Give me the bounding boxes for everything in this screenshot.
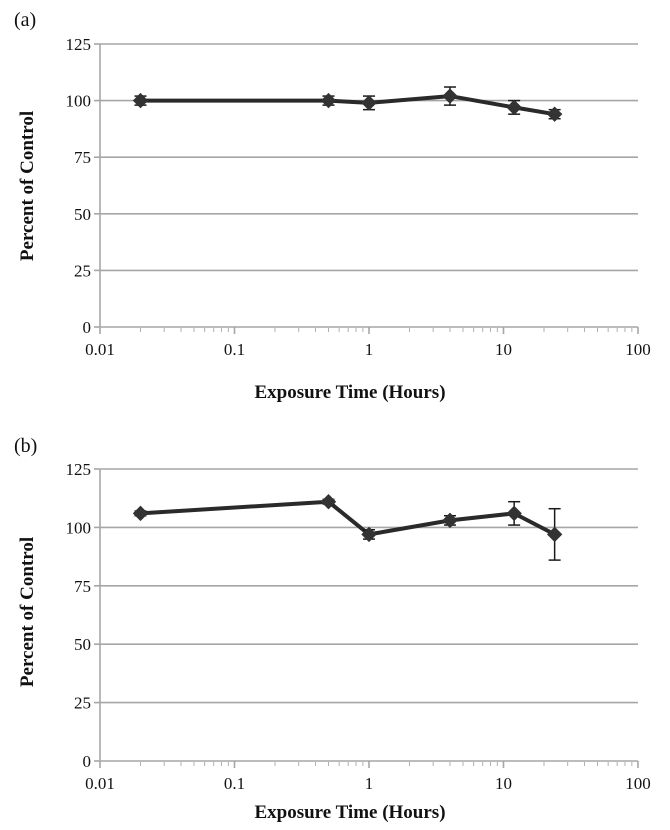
panel-a-data-point bbox=[132, 92, 149, 109]
panel-b-x-tick-label-10: 10 bbox=[495, 774, 512, 793]
panel-a-x-tick-label-10: 10 bbox=[495, 340, 512, 359]
panel-b-x-tick-label-0.01: 0.01 bbox=[85, 774, 115, 793]
panel-b-x-tick-label-100: 100 bbox=[625, 774, 651, 793]
panel-b-y-tick-label-25: 25 bbox=[74, 694, 91, 713]
panel-a-grid bbox=[99, 43, 638, 328]
panel-b-label: (b) bbox=[14, 435, 37, 457]
panel-a-x-tick-label-1: 1 bbox=[365, 340, 374, 359]
panel-b-y-tick-label-50: 50 bbox=[74, 635, 91, 654]
panel-b-data-point bbox=[361, 526, 377, 543]
panel-b-data-point bbox=[506, 505, 522, 522]
panel-b-series-line bbox=[140, 499, 556, 537]
panel-b-data-point bbox=[442, 512, 458, 529]
panel-b-y-tick-label-100: 100 bbox=[66, 518, 92, 537]
panel-a-data-point bbox=[506, 99, 522, 116]
panel-b-data-point bbox=[320, 493, 337, 510]
panel-a-ticks: 0 25 50 75 100 125 0.01 0.1 1 10 100 bbox=[66, 35, 651, 359]
panel-a-x-tick-label-100: 100 bbox=[625, 340, 651, 359]
panel-a-data-point bbox=[361, 95, 377, 111]
panel-b-y-axis-title: Percent of Control bbox=[17, 537, 38, 687]
panel-b-y-tick-label-75: 75 bbox=[74, 577, 91, 596]
panel-a-data-point bbox=[546, 106, 563, 122]
panel-a-y-axis-title: Percent of Control bbox=[17, 111, 38, 261]
panel-a-label: (a) bbox=[14, 9, 36, 31]
panel-a-series bbox=[132, 86, 563, 122]
panel-a-x-axis-title: Exposure Time (Hours) bbox=[254, 382, 445, 403]
panel-a: (a) 0 25 50 75 100 125 0.01 0.1 1 10 100 Exposure … bbox=[14, 9, 651, 403]
panel-b-x-axis-title: Exposure Time (Hours) bbox=[254, 802, 445, 823]
panel-b-y-tick-label-0: 0 bbox=[83, 752, 92, 771]
panel-a-data-point bbox=[442, 88, 458, 104]
panel-a-series-line bbox=[140, 94, 555, 117]
panel-a-y-tick-label-100: 100 bbox=[66, 92, 92, 111]
panel-a-y-tick-label-0: 0 bbox=[83, 318, 92, 337]
panel-b-ticks: 0 25 50 75 100 125 0.01 0.1 1 10 100 bbox=[66, 460, 651, 793]
panel-b-series bbox=[132, 493, 563, 561]
panel-a-x-tick-label-0.01: 0.01 bbox=[85, 340, 115, 359]
panel-a-y-tick-label-25: 25 bbox=[74, 261, 91, 280]
panel-b: (b) 0 25 50 75 100 125 0.01 0.1 1 10 100 Exposure … bbox=[14, 435, 651, 823]
panel-b-y-tick-label-125: 125 bbox=[66, 460, 92, 479]
panel-a-y-tick-label-50: 50 bbox=[74, 205, 91, 224]
panel-b-data-point bbox=[546, 526, 563, 543]
panel-a-y-tick-label-125: 125 bbox=[66, 35, 92, 54]
panel-a-y-tick-label-75: 75 bbox=[74, 148, 91, 167]
panel-a-x-tick-label-0.1: 0.1 bbox=[224, 340, 245, 359]
panel-b-x-tick-label-1: 1 bbox=[365, 774, 374, 793]
panel-b-data-point bbox=[132, 505, 149, 522]
panel-a-data-point bbox=[320, 92, 337, 109]
panel-b-x-tick-label-0.1: 0.1 bbox=[224, 774, 245, 793]
